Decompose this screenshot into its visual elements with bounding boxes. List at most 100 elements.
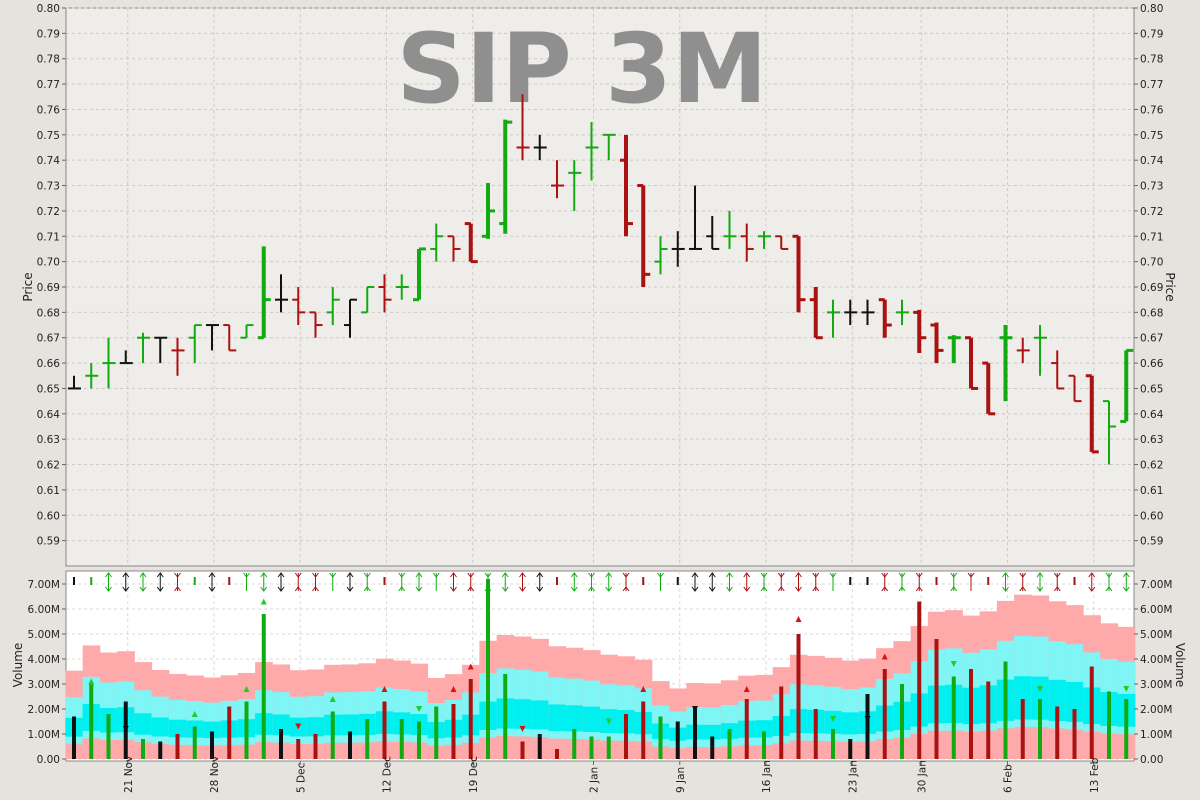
ohlc-bar — [188, 324, 202, 364]
volume-tick-label: 3.00M — [28, 679, 60, 691]
ohlc-bar — [326, 287, 340, 326]
date-tick-label: 13 Feb — [1089, 757, 1101, 793]
price-tick-label: 0.71 — [37, 231, 60, 243]
ohlc-bar — [119, 350, 133, 365]
signal-arrow — [277, 572, 285, 592]
volume-bar — [1107, 691, 1111, 759]
ohlc-bar — [620, 134, 633, 237]
volume-bar — [848, 739, 853, 759]
signal-arrow — [657, 572, 664, 591]
volume-band-inner — [306, 717, 325, 737]
volume-bar — [624, 714, 628, 759]
volume-marker-triangle — [260, 598, 267, 605]
date-tick-label: 9 Jan — [675, 767, 687, 793]
volume-bar — [348, 731, 352, 759]
signal-arrow-head — [1088, 572, 1096, 578]
signal-arrow — [605, 572, 613, 592]
signal-arrow — [915, 572, 923, 592]
signal-arrow — [588, 572, 595, 592]
ohlc-bar — [878, 298, 892, 338]
volume-markers — [88, 598, 1130, 732]
ohlc-bar — [257, 246, 271, 340]
price-tick-label: 0.70 — [37, 257, 60, 269]
signal-arrow-head — [760, 586, 768, 592]
volume-band-inner — [703, 724, 722, 740]
ohlc-bar — [1034, 325, 1047, 376]
volume-axis-title-right: Volume — [1173, 643, 1187, 688]
signal-arrow-head — [795, 586, 802, 592]
volume-marker-triangle — [450, 686, 457, 692]
signal-arrow-head — [898, 586, 906, 592]
signal-arrow-head — [708, 586, 716, 592]
volume-bar — [710, 736, 715, 759]
date-tick-label: 12 Dec — [382, 756, 394, 793]
volume-bar — [693, 706, 697, 759]
price-tick-label: 0.73 — [1140, 181, 1163, 193]
signal-arrow-head — [1036, 586, 1044, 592]
volume-bar — [468, 679, 473, 759]
signal-arrow-head — [881, 572, 889, 578]
signal-arrow — [795, 572, 802, 592]
volume-band-inner — [203, 721, 222, 739]
signal-arrow-head — [1002, 586, 1009, 592]
ohlc-bar — [775, 235, 789, 250]
signal-arrow-head — [1002, 572, 1009, 578]
ohlc-bar — [758, 231, 771, 249]
signal-arrow — [1088, 572, 1096, 592]
signal-arrow — [122, 572, 130, 592]
volume-marker-triangle — [191, 711, 198, 717]
ohlc-bar — [999, 325, 1013, 402]
signal-arrow-head — [1019, 572, 1027, 578]
price-tick-label: 0.73 — [37, 181, 60, 193]
ohlc-bar — [395, 274, 409, 300]
signal-arrow — [398, 572, 406, 592]
ohlc-bar — [896, 299, 909, 326]
price-tick-label: 0.66 — [37, 358, 61, 370]
volume-bar — [969, 669, 973, 759]
signal-arrow-head — [346, 572, 354, 578]
price-tick-label: 0.65 — [37, 383, 60, 395]
volume-bar — [865, 694, 870, 759]
ohlc-bar — [913, 309, 927, 353]
volume-bar — [175, 734, 180, 759]
signal-arrow-head — [519, 572, 526, 578]
signal-arrow-head — [536, 572, 544, 578]
signal-arrow-head — [622, 572, 630, 578]
volume-tick-label: 4.00M — [28, 654, 60, 666]
price-axis-title-left: Price — [21, 272, 35, 301]
volume-bar — [1003, 661, 1008, 759]
signal-arrow — [726, 572, 733, 592]
signal-arrow — [156, 572, 164, 592]
ohlc-bar — [464, 222, 478, 264]
price-tick-label: 0.76 — [1140, 104, 1164, 116]
ohlc-bar — [1085, 374, 1099, 454]
ohlc-bar — [430, 223, 444, 262]
volume-band-inner — [1065, 681, 1084, 722]
signal-arrow-head — [432, 572, 440, 578]
signal-arrow-head — [415, 572, 423, 578]
price-tick-label: 0.78 — [37, 54, 60, 66]
price-axis-ticks: 0.80 0.80 0.79 0.79 0.78 0.78 0.77 0.77 0.76 0.76… — [37, 3, 1164, 548]
signal-arrow-head — [570, 572, 578, 578]
volume-marker-triangle — [692, 706, 698, 712]
volume-axis-ticks: 7.00M 7.00M 6.00M 6.00M 5.00M 5.00M 4.00M 4.00M… — [28, 579, 1173, 766]
volume-marker-triangle — [640, 686, 647, 692]
volume-series — [72, 579, 1129, 759]
price-tick-label: 0.79 — [37, 28, 60, 40]
ohlc-bar — [792, 234, 806, 313]
signal-arrow-head — [156, 586, 164, 592]
date-tick-label: 30 Jan — [916, 760, 928, 793]
signal-arrow — [967, 572, 975, 591]
price-tick-label: 0.70 — [1140, 257, 1163, 269]
ohlc-bar — [240, 324, 254, 339]
signal-arrow-head — [1088, 586, 1096, 592]
signal-arrow-head — [294, 586, 302, 592]
signal-arrow-head — [450, 572, 457, 578]
volume-bar — [520, 741, 525, 759]
signal-arrow-head — [277, 586, 285, 592]
signal-arrow-head — [294, 572, 302, 578]
ohlc-bar — [137, 332, 150, 364]
price-tick-label: 0.76 — [37, 104, 61, 116]
price-tick-label: 0.77 — [1140, 79, 1163, 91]
